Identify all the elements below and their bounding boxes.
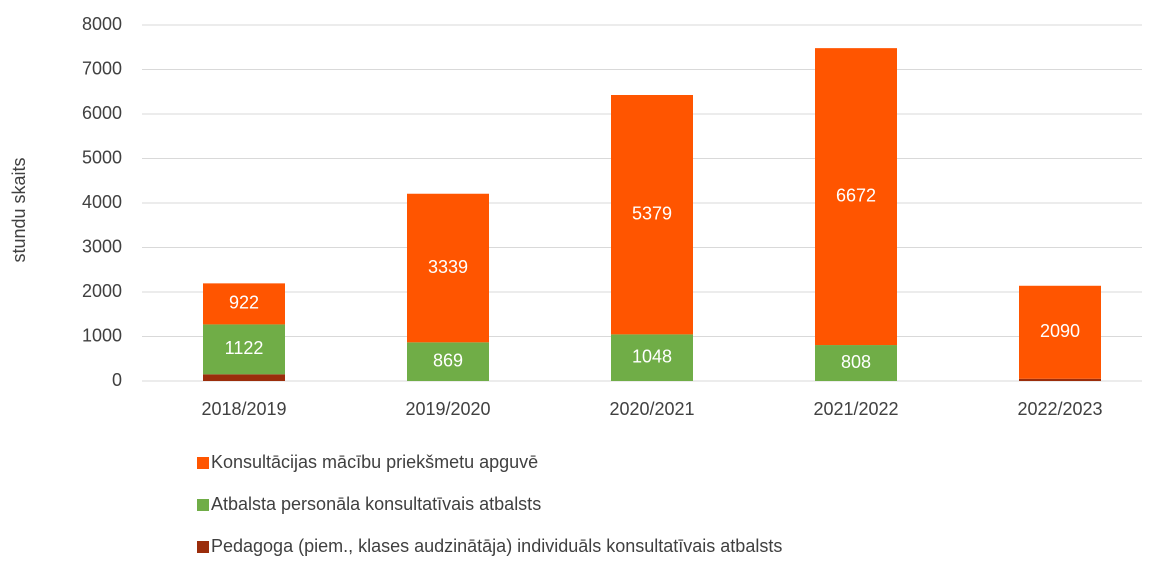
legend-label: Konsultācijas mācību priekšmetu apguvē [211, 452, 538, 472]
y-tick-label: 2000 [82, 281, 122, 301]
data-label: 1122 [225, 338, 264, 358]
y-tick-label: 7000 [82, 58, 122, 78]
data-label: 1048 [632, 346, 672, 366]
y-tick-label: 3000 [82, 236, 122, 256]
y-tick-label: 6000 [82, 103, 122, 123]
data-label: 869 [433, 350, 463, 370]
legend-swatch [197, 499, 209, 511]
x-tick-label: 2020/2021 [609, 399, 694, 419]
bar-segment [203, 283, 285, 325]
bar-segment [1019, 378, 1101, 381]
x-tick-label: 2019/2020 [405, 399, 490, 419]
y-tick-label: 0 [112, 370, 122, 390]
bar-segment [407, 342, 489, 381]
y-tick-label: 4000 [82, 192, 122, 212]
data-label: 922 [229, 293, 259, 313]
bar-segment [611, 334, 693, 381]
x-tick-label: 2021/2022 [813, 399, 898, 419]
y-axis-label: stundu skaits [9, 157, 29, 262]
y-tick-label: 8000 [82, 14, 122, 34]
bar-segment [815, 48, 897, 346]
y-tick-label: 5000 [82, 147, 122, 167]
data-label: 5379 [632, 203, 672, 223]
legend-label: Pedagoga (piem., klases audzinātāja) ind… [211, 536, 782, 556]
data-label: 2090 [1040, 321, 1080, 341]
bar-segment [815, 345, 897, 381]
bar-segment [407, 193, 489, 343]
bar-segment [1019, 285, 1101, 379]
bar-segment [203, 324, 285, 375]
x-tick-label: 2018/2019 [201, 399, 286, 419]
legend-swatch [197, 541, 209, 553]
data-label: 6672 [836, 185, 876, 205]
y-tick-label: 1000 [82, 325, 122, 345]
legend-label: Atbalsta personāla konsultatīvais atbals… [211, 494, 541, 514]
x-tick-label: 2022/2023 [1017, 399, 1102, 419]
bar-segment [611, 94, 693, 335]
bar-segment [203, 374, 285, 381]
data-label: 3339 [428, 257, 468, 277]
data-label: 808 [841, 352, 871, 372]
legend-swatch [197, 457, 209, 469]
